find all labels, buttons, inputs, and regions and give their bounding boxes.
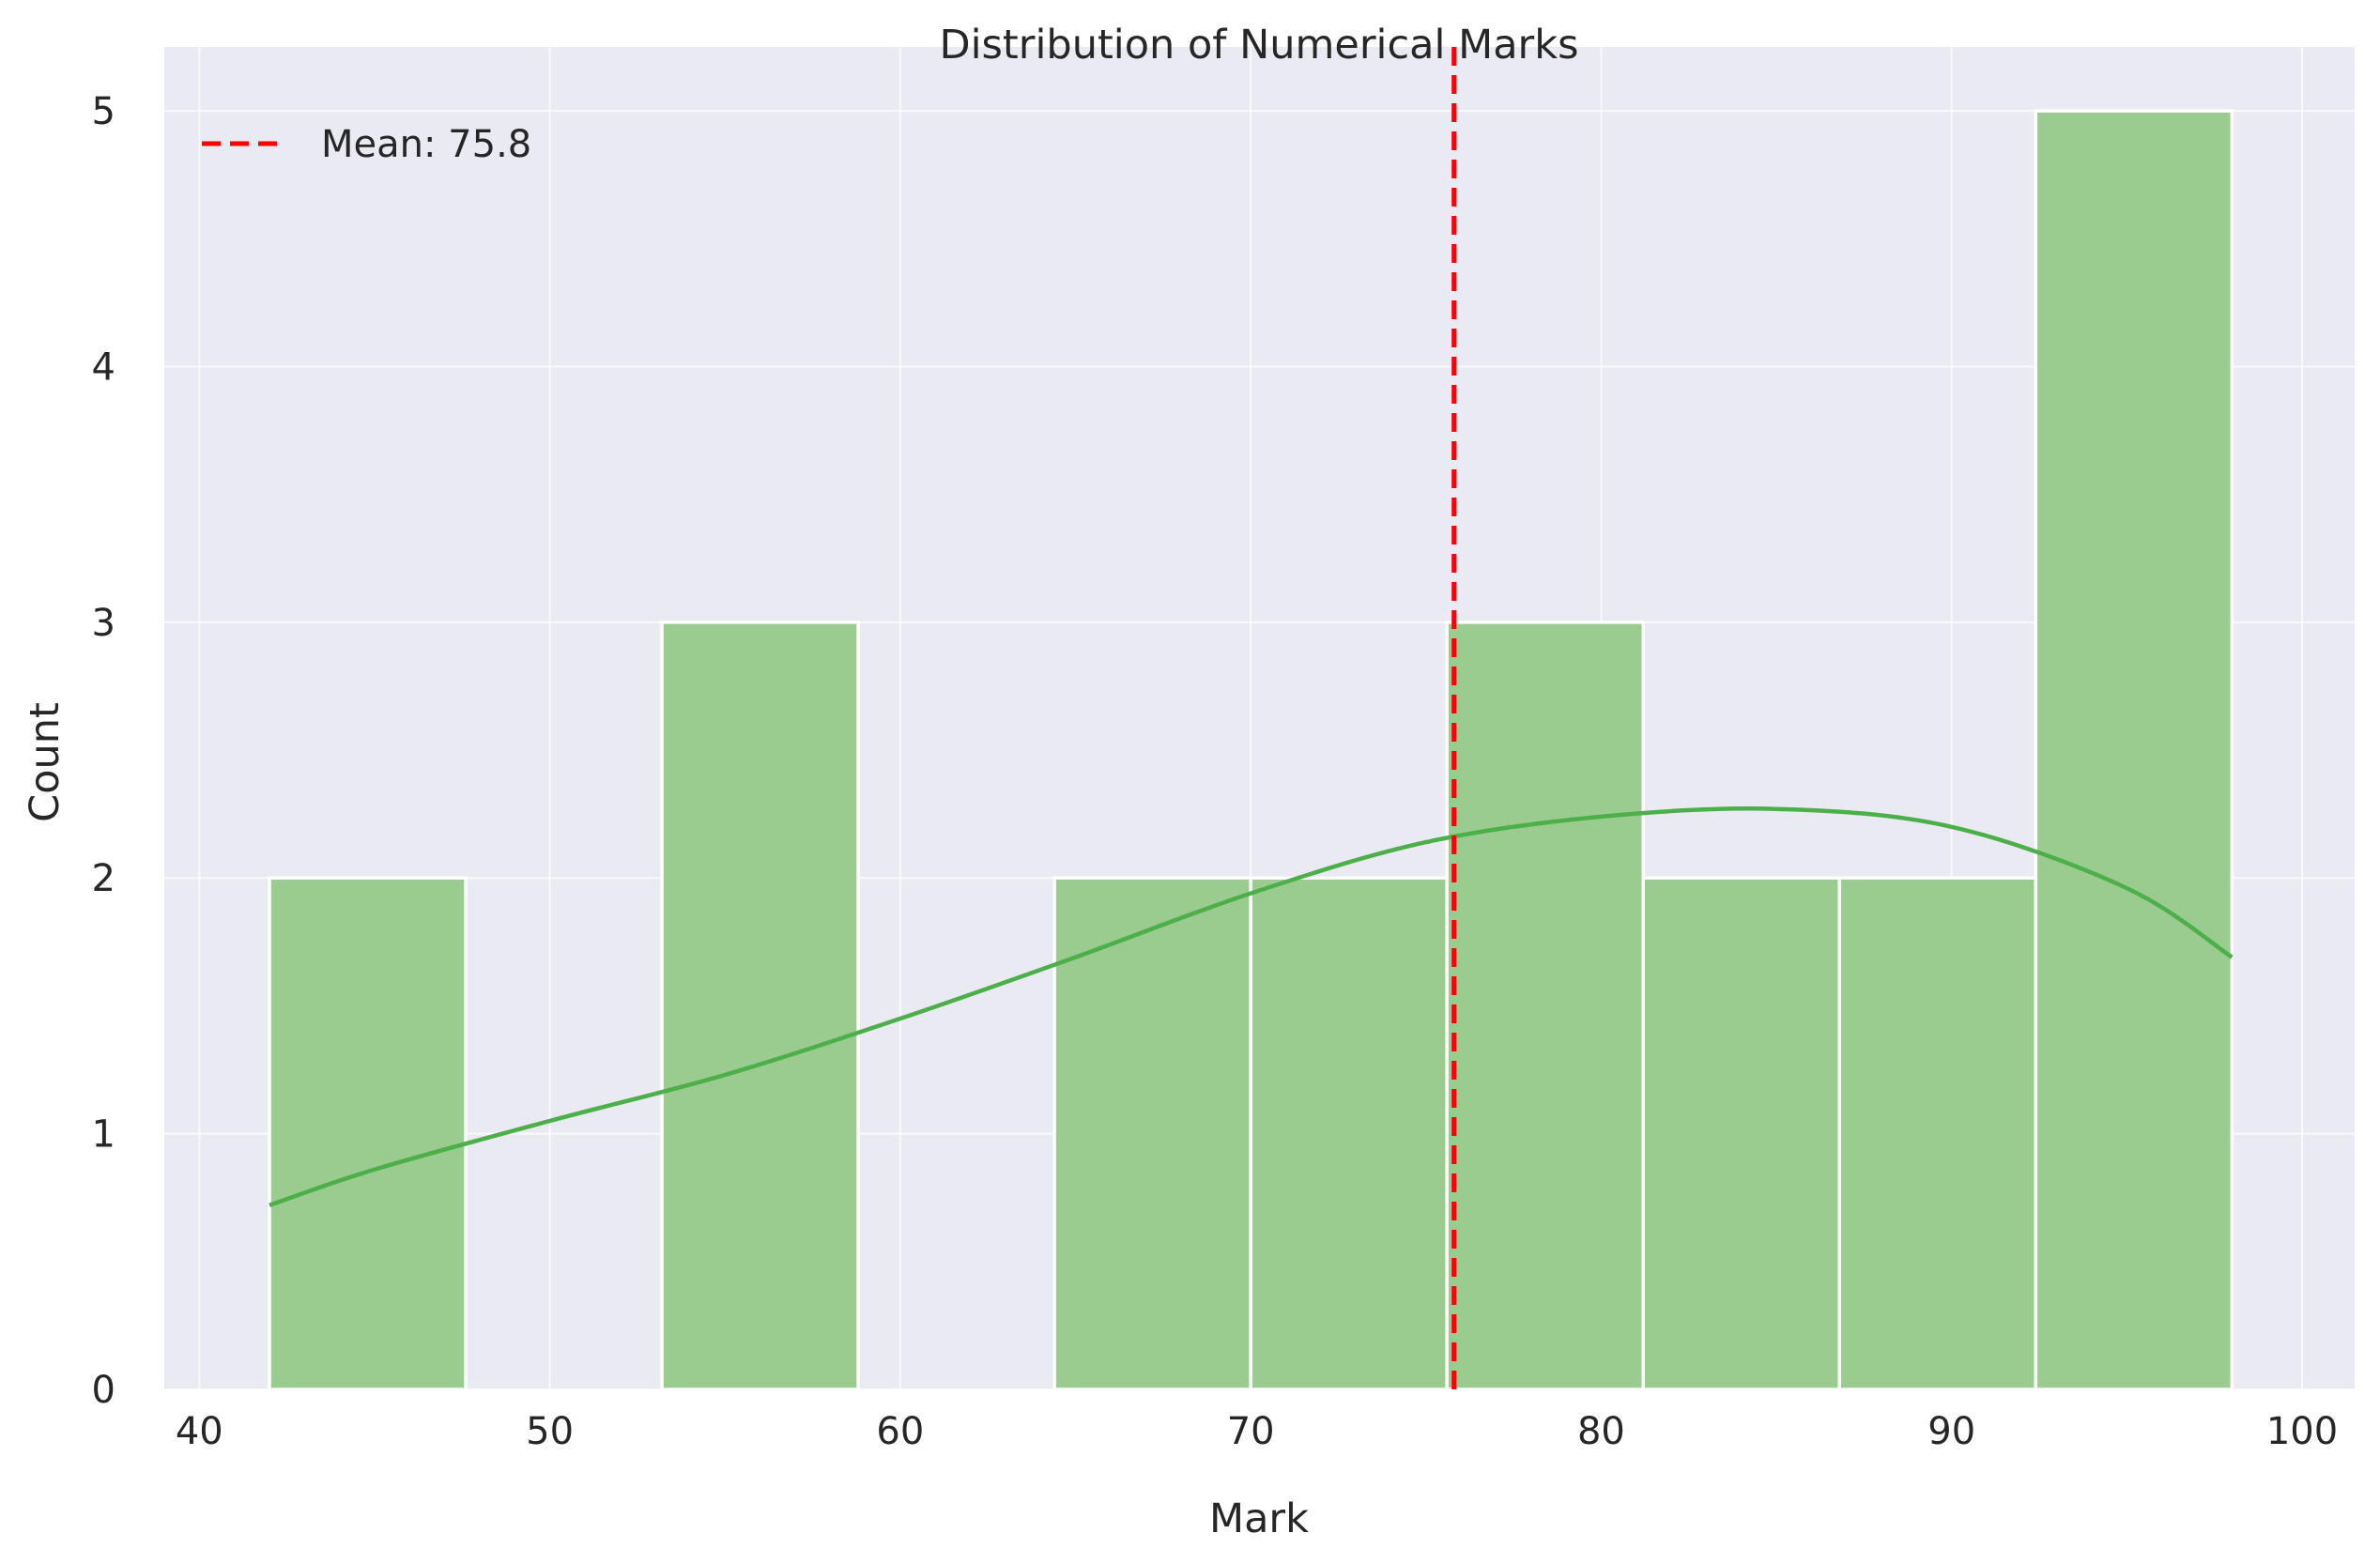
x-tick-label: 50 [526, 1410, 574, 1453]
y-axis-title: Count [22, 702, 69, 822]
x-tick-label: 90 [1927, 1410, 1975, 1453]
histogram-bar [2034, 109, 2234, 1391]
histogram-bars [268, 109, 2234, 1391]
histogram-bar [1249, 876, 1449, 1391]
y-tick-labels: 0 1 2 3 4 5 [92, 90, 115, 1412]
x-tick-label: 60 [876, 1410, 924, 1453]
y-tick-label: 4 [92, 345, 115, 389]
x-tick-label: 100 [2266, 1410, 2338, 1453]
histogram-bar [1052, 876, 1252, 1391]
y-tick-label: 3 [92, 602, 115, 645]
x-tick-label: 40 [176, 1410, 223, 1453]
legend-mean-label: Mean: 75.8 [321, 123, 531, 166]
y-tick-label: 0 [92, 1369, 115, 1412]
y-tick-label: 1 [92, 1113, 115, 1157]
histogram-bar [660, 621, 860, 1391]
x-tick-label: 80 [1577, 1410, 1625, 1453]
y-tick-label: 2 [92, 857, 115, 900]
histogram-bar [1837, 876, 2038, 1391]
x-tick-label: 70 [1227, 1410, 1275, 1453]
x-tick-labels: 40 50 60 70 80 90 100 [176, 1410, 2338, 1453]
histogram-bar [268, 876, 468, 1391]
histogram-bar [1445, 621, 1645, 1391]
legend: Mean: 75.8 [202, 123, 531, 166]
kde-curve [269, 806, 2234, 1208]
histogram-bar [1641, 876, 1842, 1391]
y-tick-label: 5 [92, 90, 115, 133]
chart-title: Distribution of Numerical Marks [939, 22, 1578, 69]
x-axis-title: Mark [1209, 1495, 1309, 1542]
